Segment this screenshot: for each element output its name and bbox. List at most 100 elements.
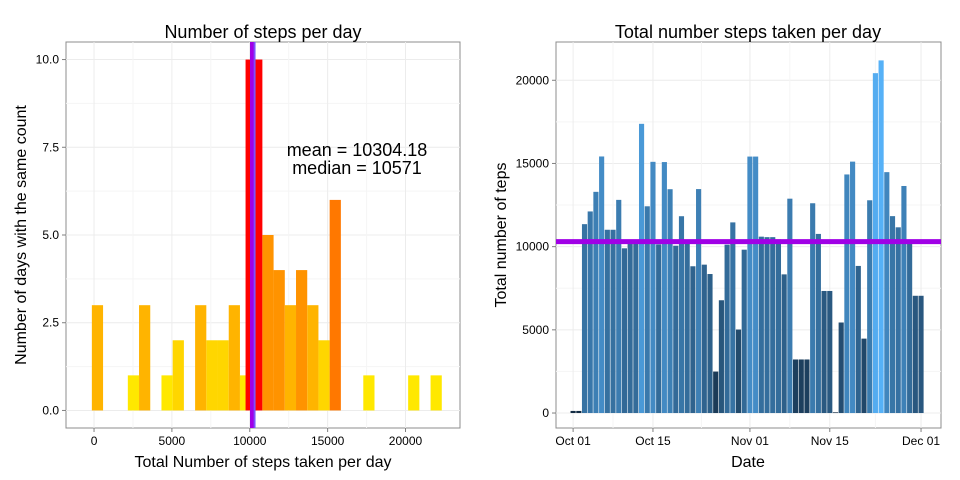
daily-steps-bar [884,172,890,414]
x-tick-label: 5000 [159,434,186,448]
daily-steps-bar [804,359,810,414]
x-tick-label: Nov 01 [731,434,769,448]
y-tick-label: 15000 [516,156,550,170]
daily-steps-bar [918,295,924,414]
daily-steps-bar [832,412,839,414]
daily-steps-bar [684,240,690,414]
y-tick-label: 0.0 [42,403,59,417]
daily-steps-x-axis-title: Date [731,454,765,471]
median-annotation: median = 10571 [292,158,422,178]
histogram-bar [228,305,240,411]
daily-steps-bar [576,410,582,414]
histogram-x-ticks: 0 5000 10000 15000 20000 [91,428,423,448]
daily-steps-bar [718,300,724,414]
daily-steps-bar [650,161,656,414]
daily-steps-bar [616,199,622,414]
daily-steps-bar [901,185,907,414]
daily-steps-bar [821,290,827,414]
x-tick-label: Dec 01 [902,434,940,448]
daily-steps-bar [587,211,593,414]
daily-steps-bar [827,290,833,414]
daily-steps-bar [753,156,759,414]
y-tick-label: 10000 [516,240,550,254]
x-tick-label: 10000 [233,434,267,448]
daily-steps-bar [667,189,673,414]
daily-steps-panel: 0 5000 10000 15000 20000 Oct 01 Oct 15 Nov 01 N… [493,22,942,471]
daily-steps-bar [775,239,782,414]
daily-steps-bar [912,295,918,414]
daily-steps-bar [661,162,667,414]
histogram-bar [363,375,375,411]
histogram-title: Number of steps per day [164,22,361,42]
x-tick-label: Nov 15 [811,434,849,448]
histogram-bar [206,340,218,411]
daily-steps-bar [861,338,867,414]
histogram-bar [296,270,308,411]
daily-steps-bar [701,264,707,414]
histogram-bar [408,375,420,411]
daily-steps-bar [593,191,599,414]
daily-steps-bar [895,227,901,414]
daily-steps-bar [696,189,702,414]
daily-steps-bar [656,244,662,414]
daily-steps-bar [907,243,913,414]
daily-steps-bar [678,216,685,414]
x-tick-label: 20000 [389,434,423,448]
daily-steps-bar [724,244,730,414]
daily-steps-bar [610,229,616,414]
daily-steps-bar [770,237,776,414]
histogram-y-axis-title: Number of days with the same count [13,105,30,365]
histogram-reference-lines [249,42,256,428]
histogram-bar [284,305,297,411]
histogram-bar [318,340,330,411]
daily-steps-bar [638,123,645,414]
daily-steps-bar [815,233,821,414]
daily-steps-bar [741,249,747,414]
histogram-y-ticks: 0.0 2.5 5.0 7.5 10.0 [36,53,66,417]
daily-steps-bar [855,265,861,414]
histogram-bar [172,340,184,411]
mean-annotation: mean = 10304.18 [287,140,428,160]
daily-steps-bar [764,237,770,414]
daily-steps-bar [621,248,628,414]
daily-steps-bar [758,236,764,414]
histogram-bar [127,375,140,411]
daily-steps-bar [627,241,633,414]
histogram-bars [91,59,442,411]
daily-steps-bar [798,359,804,414]
daily-steps-bar [570,410,576,414]
daily-steps-bar [781,274,787,414]
daily-steps-bar [735,329,742,414]
daily-steps-bar [867,200,873,414]
histogram-bar [161,375,173,411]
histogram-bar [430,375,442,411]
histogram-panel: 0.0 2.5 5.0 7.5 10.0 0 5000 10000 15000 20000 Nu… [13,22,461,471]
histogram-bar [139,305,151,411]
histogram-bar [329,199,341,411]
daily-steps-bar [581,224,588,414]
daily-steps-bar [690,266,696,414]
daily-steps-bar [850,161,856,414]
daily-steps-bar [604,229,610,414]
daily-steps-bar [707,274,713,414]
y-tick-label: 2.5 [42,316,59,330]
daily-steps-bar [713,371,719,414]
daily-steps-bar [644,206,650,414]
y-tick-label: 5000 [522,323,549,337]
y-tick-label: 0 [542,406,549,420]
daily-steps-y-axis-title: Total number of teps [493,163,510,308]
y-tick-label: 7.5 [42,140,59,154]
daily-steps-x-ticks: Oct 01 Oct 15 Nov 01 Nov 15 Dec 01 [555,428,940,448]
daily-steps-bar [673,245,679,414]
x-tick-label: 15000 [311,434,345,448]
x-tick-label: Oct 01 [555,434,591,448]
daily-steps-bar [810,203,816,414]
y-tick-label: 5.0 [42,228,59,242]
histogram-bar [91,305,104,411]
histogram-bar [251,59,263,411]
y-tick-label: 20000 [516,73,550,87]
histogram-bar [273,270,285,411]
histogram-x-axis-title: Total Number of steps taken per day [134,454,391,471]
daily-steps-bar [838,322,844,414]
